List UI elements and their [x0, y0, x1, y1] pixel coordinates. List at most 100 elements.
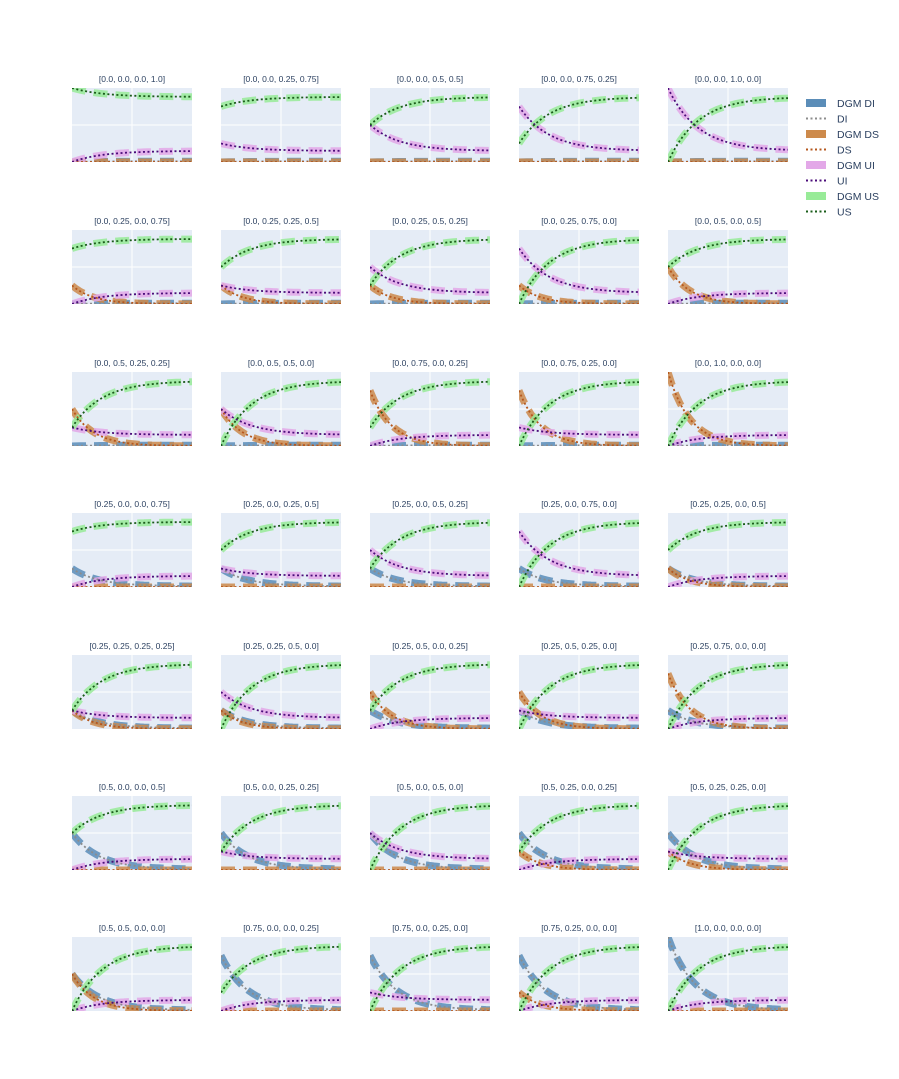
series-ds [519, 850, 639, 870]
legend: DGM DI DI DGM DS DS DGM UI UI DGM US US [806, 98, 879, 219]
series-dgm-di [668, 707, 788, 729]
subplot-series [221, 378, 341, 446]
series-di [72, 973, 192, 1011]
subplot-series [221, 93, 341, 162]
series-us [72, 946, 192, 1011]
series-us [370, 805, 490, 870]
subplot-22: [0.25, 0.25, 0.5, 0.0] [221, 641, 341, 729]
subplot-21: [0.25, 0.25, 0.25, 0.25] [72, 641, 192, 729]
series-di [668, 444, 788, 446]
subplot-series [370, 943, 490, 1011]
subplot-20: [0.25, 0.25, 0.0, 0.5] [668, 499, 788, 587]
subplot-series [370, 802, 490, 870]
series-ds [519, 284, 639, 304]
subplot-series [72, 88, 192, 162]
legend-label: DGM DS [837, 129, 879, 141]
series-ui [370, 124, 490, 152]
subplot-series [221, 802, 341, 870]
series-ui [519, 247, 639, 293]
subplot-23: [0.25, 0.5, 0.0, 0.25] [370, 641, 490, 729]
subplot-30: [0.5, 0.25, 0.25, 0.0] [668, 782, 788, 870]
subplot-26: [0.5, 0.0, 0.0, 0.5] [72, 782, 192, 870]
subplot-title: [0.5, 0.0, 0.0, 0.5] [99, 782, 165, 792]
subplot-series [370, 661, 490, 729]
legend-item-di[interactable]: DI [806, 114, 848, 126]
subplot-title: [0.5, 0.25, 0.25, 0.0] [690, 782, 766, 792]
series-di [370, 444, 490, 446]
series-dgm-us [370, 236, 490, 288]
series-ui [668, 88, 788, 151]
subplot-8: [0.0, 0.25, 0.5, 0.25] [370, 216, 490, 304]
subplot-1: [0.0, 0.0, 0.0, 1.0] [72, 74, 192, 162]
legend-label: DGM DI [837, 98, 875, 110]
subplot-title: [0.0, 0.5, 0.25, 0.25] [94, 358, 170, 368]
legend-item-dgm-ui[interactable]: DGM UI [806, 160, 875, 172]
subplot-series [221, 235, 341, 304]
subplot-title: [0.0, 0.75, 0.0, 0.25] [392, 358, 468, 368]
subplot-title: [0.0, 0.0, 0.75, 0.25] [541, 74, 617, 84]
subplot-title: [0.5, 0.0, 0.5, 0.0] [397, 782, 463, 792]
legend-label: DGM US [837, 191, 879, 203]
series-dgm-us [519, 802, 639, 854]
series-dgm-ui [668, 714, 788, 729]
subplot-16: [0.25, 0.0, 0.0, 0.75] [72, 499, 192, 587]
subplot-series [370, 519, 490, 587]
legend-item-ui[interactable]: UI [806, 176, 848, 188]
series-ds [519, 691, 639, 729]
subplot-7: [0.0, 0.25, 0.25, 0.5] [221, 216, 341, 304]
series-us [519, 381, 639, 446]
subplot-series [519, 94, 639, 162]
subplot-series [519, 236, 639, 304]
subplot-title: [0.25, 0.0, 0.75, 0.0] [541, 499, 617, 509]
legend-item-us[interactable]: US [806, 207, 852, 219]
subplot-title: [0.0, 0.25, 0.75, 0.0] [541, 216, 617, 226]
subplot-19: [0.25, 0.0, 0.75, 0.0] [519, 499, 639, 587]
series-us [519, 522, 639, 587]
legend-label: UI [837, 176, 848, 188]
subplot-24: [0.25, 0.5, 0.25, 0.0] [519, 641, 639, 729]
subplot-title: [0.75, 0.25, 0.0, 0.0] [541, 923, 617, 933]
subplot-title: [0.25, 0.75, 0.0, 0.0] [690, 641, 766, 651]
subplot-series [72, 378, 192, 446]
subplot-35: [1.0, 0.0, 0.0, 0.0] [668, 923, 788, 1011]
series-di [221, 832, 341, 870]
subplot-series [519, 661, 639, 729]
series-us [72, 804, 192, 834]
legend-swatch [806, 161, 826, 169]
subplot-10: [0.0, 0.5, 0.0, 0.5] [668, 216, 788, 304]
legend-item-dgm-us[interactable]: DGM US [806, 191, 879, 203]
subplot-title: [0.0, 1.0, 0.0, 0.0] [695, 358, 761, 368]
subplot-4: [0.0, 0.0, 0.75, 0.25] [519, 74, 639, 162]
series-us [72, 88, 192, 98]
series-dgm-ui [370, 431, 490, 446]
subplot-title: [0.5, 0.0, 0.25, 0.25] [243, 782, 319, 792]
series-ui [519, 426, 639, 436]
subplot-27: [0.5, 0.0, 0.25, 0.25] [221, 782, 341, 870]
subplot-15: [0.0, 1.0, 0.0, 0.0] [668, 358, 788, 446]
series-ui [221, 567, 341, 577]
series-di [519, 832, 639, 870]
subplot-2: [0.0, 0.0, 0.25, 0.75] [221, 74, 341, 162]
subplot-title: [0.5, 0.5, 0.0, 0.0] [99, 923, 165, 933]
series-ds [221, 709, 341, 729]
subplot-series [668, 661, 788, 729]
series-dgm-us [221, 943, 341, 995]
legend-item-ds[interactable]: DS [806, 145, 852, 157]
legend-item-dgm-ds[interactable]: DGM DS [806, 129, 879, 141]
subplot-title: [1.0, 0.0, 0.0, 0.0] [695, 923, 761, 933]
legend-label: DGM UI [837, 160, 875, 172]
subplot-title: [0.25, 0.5, 0.25, 0.0] [541, 641, 617, 651]
subplot-11: [0.0, 0.5, 0.25, 0.25] [72, 358, 192, 446]
subplot-title: [0.0, 0.0, 0.25, 0.75] [243, 74, 319, 84]
series-us [221, 96, 341, 108]
series-us [72, 521, 192, 533]
series-ui [72, 426, 192, 436]
series-ds [668, 266, 788, 304]
legend-item-dgm-di[interactable]: DGM DI [806, 98, 875, 110]
legend-swatch [806, 99, 826, 107]
series-us [668, 664, 788, 729]
series-ui [370, 549, 490, 577]
series-ui [221, 142, 341, 152]
series-ds [370, 284, 490, 304]
